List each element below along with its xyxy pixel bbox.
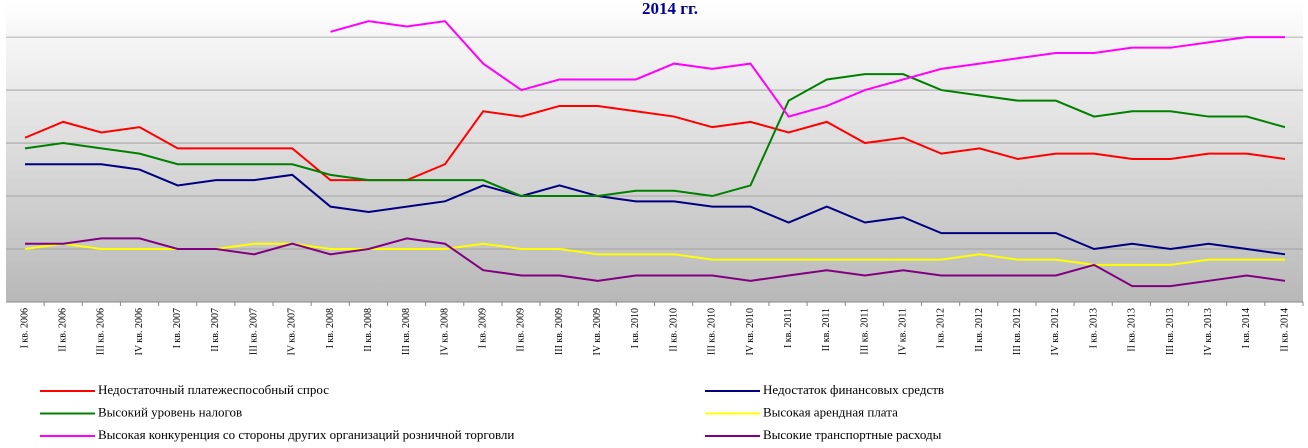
x-tick-label: II кв. 2011 — [821, 308, 832, 351]
x-tick-label: I кв. 2011 — [783, 308, 794, 348]
series-line — [25, 237, 1286, 288]
x-tick-label: I кв. 2008 — [325, 308, 336, 348]
x-tick-label: III кв. 2011 — [859, 308, 870, 355]
x-tick-label: II кв. 2010 — [668, 308, 679, 352]
series-line — [25, 163, 1286, 256]
series-line — [24, 104, 1286, 182]
x-tick-label: III кв. 2009 — [554, 308, 565, 355]
x-tick-label: I кв. 2007 — [172, 308, 183, 348]
x-tick-label: I кв. 2012 — [936, 308, 947, 348]
plot-area — [6, 0, 1303, 302]
x-tick-label: IV кв. 2008 — [439, 308, 450, 355]
x-tick-label: II кв. 2007 — [210, 308, 221, 352]
x-tick-label: IV кв. 2006 — [134, 308, 145, 355]
x-tick-label: I кв. 2014 — [1241, 308, 1252, 348]
x-tick-label: I кв. 2013 — [1088, 308, 1099, 348]
x-tick-label: II кв. 2009 — [516, 308, 527, 352]
x-tick-label: II кв. 2014 — [1279, 308, 1290, 352]
x-tick-label: II кв. 2012 — [974, 308, 985, 352]
legend-label: Высокие транспортные расходы — [763, 427, 942, 442]
x-tick-label: II кв. 2013 — [1127, 308, 1138, 352]
legend-label: Недостаток финансовых средств — [763, 382, 944, 397]
series-line — [24, 73, 1286, 198]
x-tick-label: IV кв. 2010 — [745, 308, 756, 355]
x-tick-label: I кв. 2006 — [19, 308, 30, 348]
series-line — [330, 20, 1285, 118]
legend-label: Высокая арендная плата — [763, 404, 898, 419]
x-tick-label: III кв. 2007 — [248, 308, 259, 355]
chart-title: 2014 гг. — [642, 0, 698, 18]
legend-label: Высокая конкуренция со стороны других ор… — [98, 427, 514, 442]
x-tick-label: III кв. 2013 — [1165, 308, 1176, 355]
x-tick-label: IV кв. 2011 — [897, 308, 908, 355]
series-line — [24, 242, 1285, 266]
x-tick-label: III кв. 2010 — [707, 308, 718, 355]
x-tick-label: II кв. 2008 — [363, 308, 374, 352]
x-tick-label: IV кв. 2007 — [287, 308, 298, 355]
x-tick-label: IV кв. 2013 — [1203, 308, 1214, 355]
x-tick-label: II кв. 2006 — [57, 308, 68, 352]
legend-label: Недостаточный платежеспособный спрос — [98, 382, 329, 397]
x-tick-label: I кв. 2009 — [477, 308, 488, 348]
x-tick-label: I кв. 2010 — [630, 308, 641, 348]
x-tick-label: IV кв. 2009 — [592, 308, 603, 355]
x-tick-label: III кв. 2006 — [96, 308, 107, 355]
x-tick-label: III кв. 2012 — [1012, 308, 1023, 355]
legend: Недостаточный платежеспособный спрос Недо… — [40, 382, 944, 442]
x-tick-label: III кв. 2008 — [401, 308, 412, 355]
x-tick-label: IV кв. 2012 — [1050, 308, 1061, 355]
legend-label: Высокий уровень налогов — [98, 404, 242, 419]
